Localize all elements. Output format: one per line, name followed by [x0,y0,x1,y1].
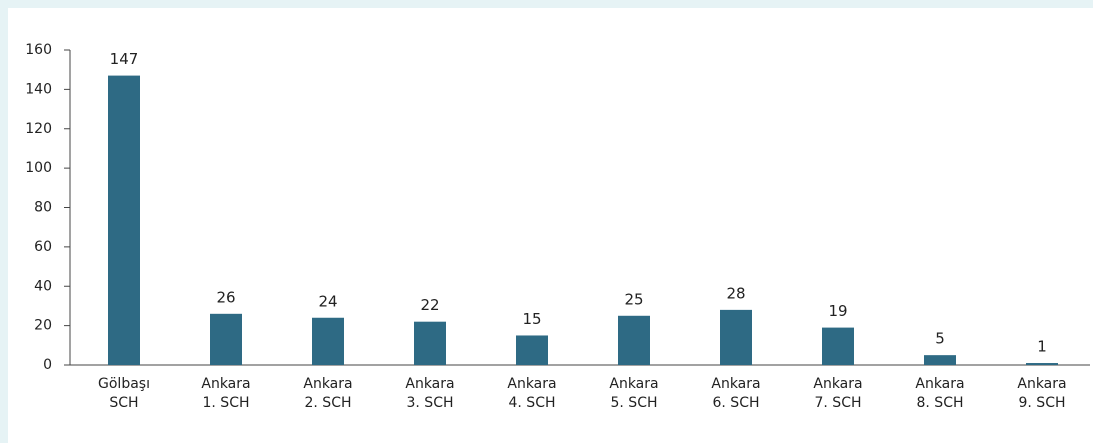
x-tick-label: 4. SCH [509,395,556,411]
bar [414,321,446,365]
x-tick-label: SCH [109,395,138,411]
value-label: 26 [216,288,235,306]
bar [210,313,242,365]
y-tick-label: 100 [25,160,52,176]
bar [924,355,956,365]
y-tick-label: 140 [25,81,52,97]
x-tick-label: 8. SCH [917,395,964,411]
x-tick-label: 9. SCH [1019,395,1066,411]
value-label: 22 [420,296,439,314]
x-tick-label: 7. SCH [815,395,862,411]
plot-panel [8,8,1093,443]
x-tick-label: Ankara [507,376,556,392]
x-tick-label: 5. SCH [611,395,658,411]
x-tick-label: Ankara [201,376,250,392]
value-label: 1 [1037,338,1047,356]
value-label: 24 [318,292,337,310]
y-tick-label: 0 [43,357,52,373]
value-label: 28 [726,284,745,302]
x-tick-label: Ankara [609,376,658,392]
bar [108,75,140,365]
bar [1026,363,1058,365]
x-tick-label: Ankara [1017,376,1066,392]
x-tick-label: Ankara [813,376,862,392]
y-tick-label: 160 [25,42,52,58]
x-tick-label: Ankara [303,376,352,392]
bar [312,317,344,365]
x-tick-label: 2. SCH [305,395,352,411]
value-label: 5 [935,330,945,348]
value-label: 15 [522,310,541,328]
y-tick-label: 120 [25,121,52,137]
x-tick-label: 1. SCH [203,395,250,411]
y-tick-label: 80 [34,200,52,216]
bar [516,335,548,365]
y-tick-label: 60 [34,239,52,255]
x-tick-label: Ankara [405,376,454,392]
x-tick-label: Gölbaşı [98,376,150,392]
bar [720,309,752,365]
y-tick-label: 20 [34,318,52,334]
value-label: 19 [828,302,847,320]
value-label: 147 [110,50,139,68]
value-label: 25 [624,290,643,308]
y-tick-label: 40 [34,278,52,294]
x-tick-label: 3. SCH [407,395,454,411]
bar [822,327,854,365]
x-tick-label: Ankara [711,376,760,392]
x-tick-label: Ankara [915,376,964,392]
bar [618,315,650,365]
x-tick-label: 6. SCH [713,395,760,411]
